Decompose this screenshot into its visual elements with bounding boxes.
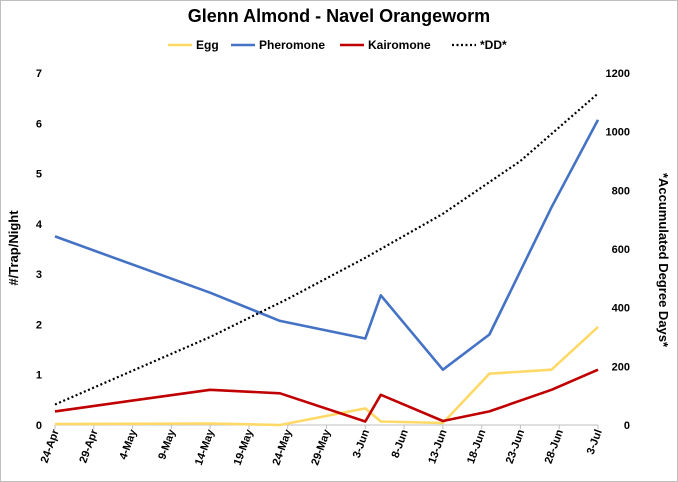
y2-tick-label: 1000: [606, 127, 630, 139]
y-tick-label: 7: [36, 68, 42, 80]
y-tick-label: 5: [36, 169, 42, 181]
x-tick-label: 23-Jun: [504, 428, 527, 466]
series-line-dd: [54, 92, 599, 406]
chart-title: Glenn Almond - Navel Orangeworm: [188, 6, 490, 26]
legend-label: *DD*: [480, 38, 507, 52]
x-tick-label: 8-Jun: [390, 428, 411, 460]
x-tick-label: 19-May: [232, 427, 256, 467]
series-layer: [54, 92, 600, 427]
series-line-pheromone: [54, 119, 600, 372]
x-tick-label: 3-Jul: [585, 428, 605, 456]
y2-tick-label: 0: [624, 420, 630, 432]
series-line-kairomone: [54, 368, 599, 423]
y-tick-label: 6: [36, 118, 42, 130]
x-tick-label: 29-Apr: [77, 427, 100, 465]
y-tick-label: 0: [36, 420, 42, 432]
x-tick-label: 28-Jun: [543, 428, 566, 466]
x-tick-label: 14-May: [193, 427, 217, 467]
x-tick-label: 24-Apr: [39, 427, 62, 465]
x-tick-label: 3-Jun: [351, 428, 372, 460]
y-tick-label: 4: [36, 219, 43, 231]
series-line-egg: [54, 325, 599, 427]
y-tick-label: 1: [36, 370, 42, 382]
legend-label: Kairomone: [368, 38, 431, 52]
y2-tick-label: 600: [612, 244, 630, 256]
y2-tick-label: 200: [612, 361, 630, 373]
y2-tick-label: 400: [612, 303, 630, 315]
x-tick-label: 4-May: [117, 427, 139, 461]
y-tick-label: 2: [36, 319, 42, 331]
x-tick-label: 18-Jun: [465, 428, 488, 466]
x-tick-label: 9-May: [156, 427, 178, 461]
y-axis-title: #/Trap/Night: [6, 210, 21, 286]
x-tick-label: 29-May: [309, 427, 333, 467]
y2-tick-label: 800: [612, 185, 630, 197]
x-tick-label: 24-May: [271, 427, 295, 467]
legend-label: Pheromone: [259, 38, 325, 52]
y-tick-label: 3: [36, 269, 42, 281]
legend: Egg Pheromone Kairomone *DD*: [168, 38, 507, 52]
axes: 0 1 2 3 4 5 6 7 0 200 400 600 800 1000 1200 24-Apr 29-Ap…: [36, 68, 630, 467]
x-tick-label: 13-Jun: [426, 428, 449, 466]
y2-axis-title: *Accumulated Degree Days*: [656, 173, 671, 348]
y2-tick-label: 1200: [606, 68, 630, 80]
legend-label: Egg: [196, 38, 219, 52]
